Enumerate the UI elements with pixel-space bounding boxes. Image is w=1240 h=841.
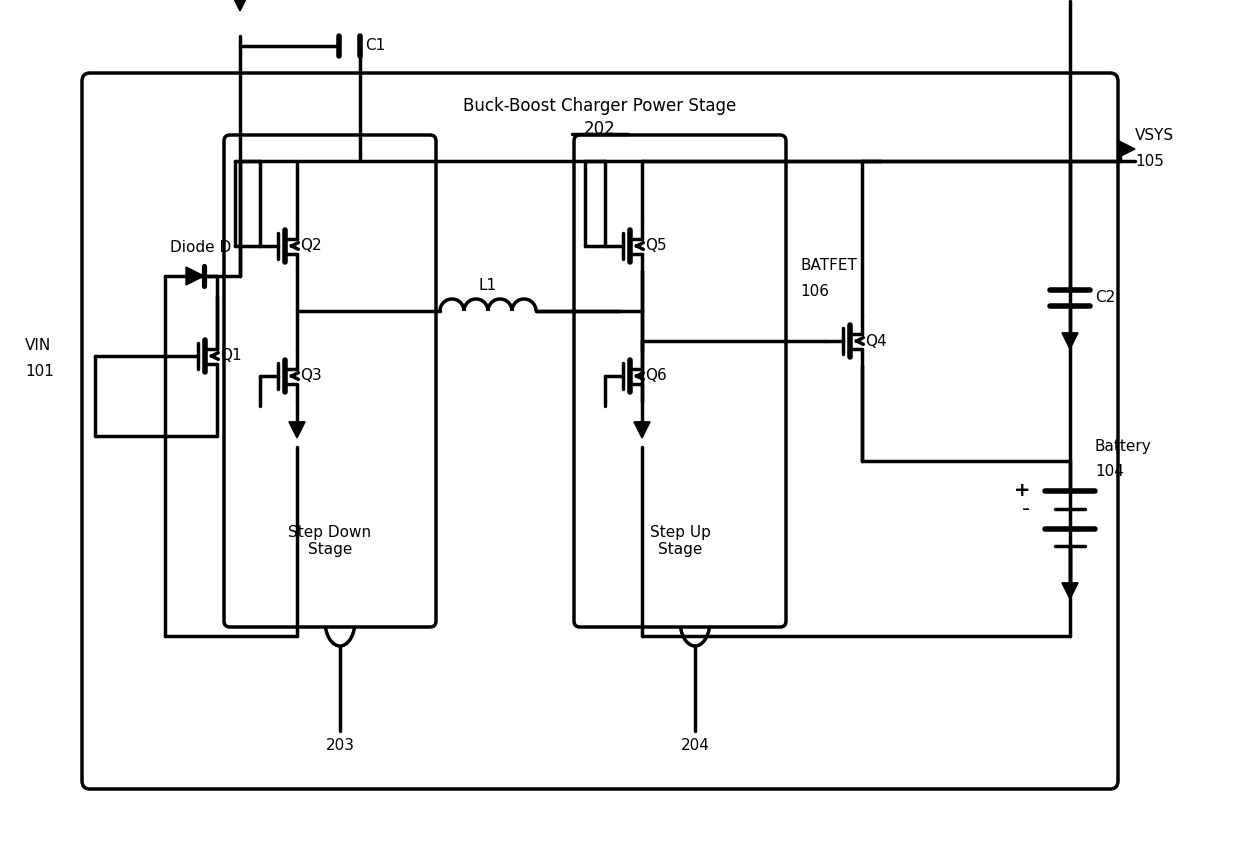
Text: 101: 101 [25,363,53,378]
Polygon shape [232,0,248,11]
Text: BATFET: BATFET [800,258,857,273]
Text: 105: 105 [1135,154,1164,168]
Text: -: - [1022,499,1030,519]
Text: 203: 203 [325,738,355,754]
Polygon shape [634,422,650,438]
Polygon shape [186,267,205,285]
Text: Step Up
Stage: Step Up Stage [650,525,711,558]
Text: 104: 104 [1095,463,1123,479]
Text: Battery: Battery [1095,438,1152,453]
Polygon shape [1061,583,1078,599]
Polygon shape [1118,141,1135,157]
Polygon shape [289,422,305,438]
Text: Q2: Q2 [300,239,321,253]
Text: Q1: Q1 [219,348,242,363]
Text: 106: 106 [800,283,830,299]
Text: C2: C2 [1095,290,1115,305]
Text: 202: 202 [584,120,616,138]
Text: Diode D: Diode D [170,241,231,256]
Text: C1: C1 [365,39,386,54]
Polygon shape [1061,333,1078,349]
Text: L1: L1 [479,278,497,294]
Text: 204: 204 [681,738,709,754]
Text: Q6: Q6 [645,368,667,383]
Text: VSYS: VSYS [1135,129,1174,144]
Text: VIN: VIN [25,338,51,353]
Text: Q3: Q3 [300,368,321,383]
Text: Q5: Q5 [645,239,667,253]
Text: Q4: Q4 [866,334,887,348]
Text: Step Down
Stage: Step Down Stage [289,525,372,558]
Text: +: + [1013,482,1030,500]
Text: Buck-Boost Charger Power Stage: Buck-Boost Charger Power Stage [464,97,737,115]
